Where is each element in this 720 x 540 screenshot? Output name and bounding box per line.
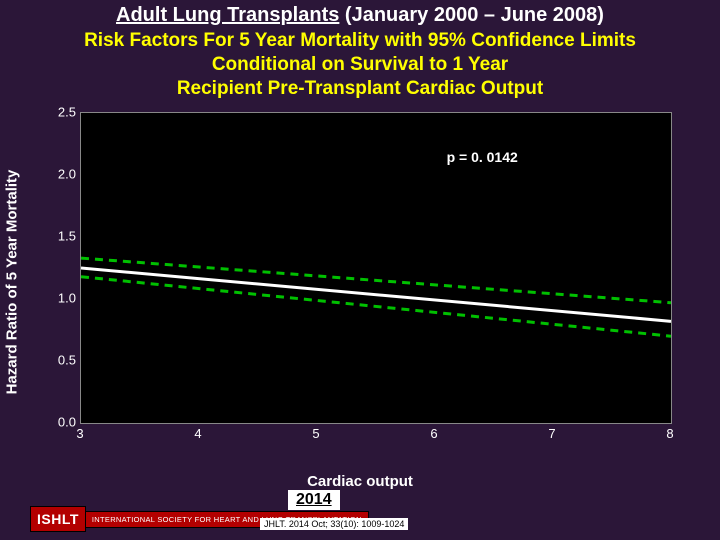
header: Adult Lung Transplants (January 2000 – J… bbox=[0, 0, 720, 102]
y-tick: 0.0 bbox=[40, 415, 76, 430]
x-tick: 4 bbox=[194, 426, 201, 441]
x-tick: 3 bbox=[76, 426, 83, 441]
x-axis-label: Cardiac output bbox=[307, 473, 413, 490]
subtitle: Risk Factors For 5 Year Mortality with 9… bbox=[10, 29, 710, 100]
plot-svg bbox=[81, 113, 671, 423]
series-ci_lower bbox=[81, 277, 671, 337]
y-tick: 2.0 bbox=[40, 167, 76, 182]
citation: JHLT. 2014 Oct; 33(10): 1009-1024 bbox=[260, 518, 408, 530]
title-range: (January 2000 – June 2008) bbox=[339, 4, 604, 26]
x-tick: 6 bbox=[430, 426, 437, 441]
logo-abbr: ISHLT bbox=[30, 506, 86, 532]
y-tick: 0.5 bbox=[40, 353, 76, 368]
y-tick: 1.5 bbox=[40, 229, 76, 244]
title-main: Adult Lung Transplants bbox=[116, 4, 339, 26]
x-tick: 8 bbox=[666, 426, 673, 441]
p-value-annotation: p = 0. 0142 bbox=[447, 149, 518, 165]
chart: Hazard Ratio of 5 Year Mortality Cardiac… bbox=[40, 112, 680, 452]
plot-area: p = 0. 0142 bbox=[80, 112, 672, 424]
page-title: Adult Lung Transplants (January 2000 – J… bbox=[10, 4, 710, 27]
footer: ISHLT INTERNATIONAL SOCIETY FOR HEART AN… bbox=[30, 506, 690, 532]
series-hazard_ratio bbox=[81, 268, 671, 321]
year-badge: 2014 bbox=[288, 490, 340, 510]
x-tick: 5 bbox=[312, 426, 319, 441]
y-axis-label: Hazard Ratio of 5 Year Mortality bbox=[4, 170, 21, 395]
y-tick: 2.5 bbox=[40, 105, 76, 120]
subtitle-line-2: Conditional on Survival to 1 Year bbox=[10, 53, 710, 77]
x-tick: 7 bbox=[548, 426, 555, 441]
subtitle-line-1: Risk Factors For 5 Year Mortality with 9… bbox=[10, 29, 710, 53]
subtitle-line-3: Recipient Pre-Transplant Cardiac Output bbox=[10, 77, 710, 101]
y-tick: 1.0 bbox=[40, 291, 76, 306]
